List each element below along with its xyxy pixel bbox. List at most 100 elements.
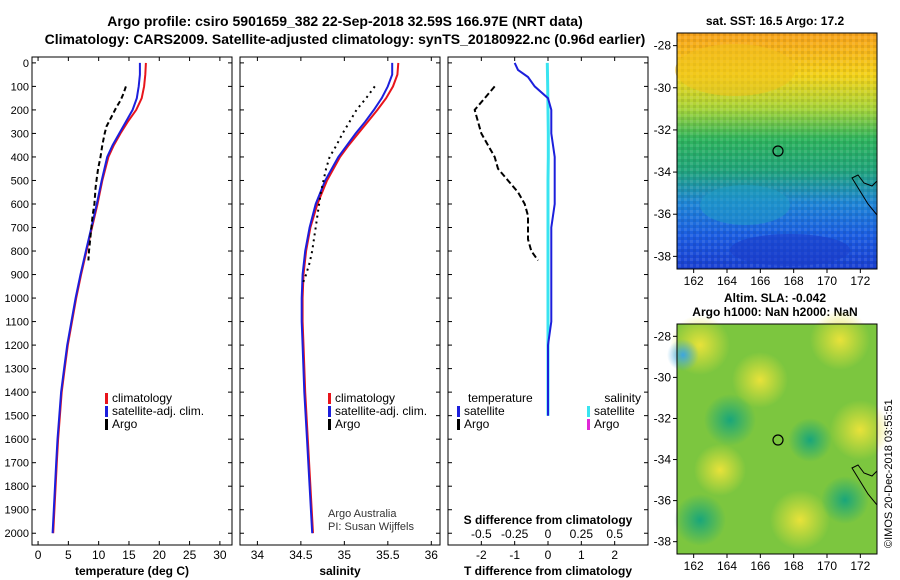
legend-label: Argo	[335, 417, 361, 431]
map-y-tick-label: -34	[654, 453, 672, 467]
secondary-tick-label: 0	[545, 527, 552, 541]
x-tick-label: 0	[545, 548, 552, 562]
map-x-tick-label: 162	[684, 559, 704, 573]
annotation-line2: PI: Susan Wijffels	[328, 521, 414, 533]
figure-title-line1: Argo profile: csiro 5901659_382 22-Sep-2…	[107, 13, 582, 29]
map-x-tick-label: 166	[750, 559, 770, 573]
x-tick-label: 20	[153, 548, 167, 562]
map-y-tick-label: -30	[654, 81, 672, 95]
t-argo-line	[473, 85, 539, 261]
x-tick-label: 15	[122, 548, 136, 562]
legend-label: satellite	[594, 404, 635, 418]
sst-map-frame	[676, 32, 878, 270]
sla-map-frame	[676, 323, 878, 555]
legend-label: Argo	[464, 417, 490, 431]
plot-frame	[239, 56, 441, 546]
plot-frame	[31, 56, 233, 546]
y-tick-label: 1600	[5, 434, 29, 446]
sla-cool-blob	[821, 476, 869, 524]
legend-swatch	[105, 406, 108, 417]
y-tick-label: 1500	[5, 411, 29, 423]
sst-cool-patch	[700, 185, 790, 225]
sla-warm-blob	[830, 400, 890, 460]
y-tick-label: 1100	[5, 317, 29, 329]
y-tick-label: 0	[23, 58, 29, 70]
secondary-tick-label: -0.5	[471, 527, 492, 541]
t-satellite-line	[513, 62, 556, 416]
y-tick-label: 700	[11, 223, 29, 235]
map-y-tick-label: -38	[654, 249, 672, 263]
salinity-panel: 34 34.5 35 35.5 36 salinity climatologysatelli…	[239, 56, 441, 578]
satellite-clim-line	[300, 62, 394, 534]
y-tick-label: 1900	[5, 505, 29, 517]
secondary-axis-label: S difference from climatology	[464, 513, 633, 527]
imos-credit: ©IMOS 20-Dec-2018 03:55:51	[883, 399, 895, 548]
x-tick-label: 34	[251, 548, 265, 562]
map-y-tick-label: -32	[654, 123, 672, 137]
secondary-tick-label: 0.25	[570, 527, 594, 541]
sst-map: sat. SST: 16.5 Argo: 17.2 162 164 166 168 17…	[654, 14, 878, 288]
legend-swatch	[587, 406, 590, 417]
difference-panel: -2 -1 0 1 2 T difference from climatology temp…	[447, 56, 649, 578]
argo-profile-line	[87, 86, 127, 261]
map-y-tick-label: -36	[654, 494, 672, 508]
x-tick-label: 34.5	[289, 548, 313, 562]
legend-swatch	[587, 419, 590, 430]
sla-map: Altim. SLA: -0.042 Argo h1000: NaN h2000…	[654, 291, 890, 573]
map-x-tick-label: 168	[784, 274, 804, 288]
x-tick-label: 2	[611, 548, 618, 562]
map-x-tick-label: 172	[850, 559, 870, 573]
x-tick-label: 35	[338, 548, 352, 562]
legend-title-temperature: temperature	[468, 391, 533, 405]
map-y-tick-label: -28	[654, 39, 672, 53]
sla-cool-blob	[788, 418, 832, 462]
y-tick-label: 1300	[5, 364, 29, 376]
sla-warm-blob	[694, 444, 746, 496]
legend-swatch	[105, 393, 108, 404]
x-tick-label: 25	[183, 548, 197, 562]
secondary-tick-label: 0.5	[606, 527, 623, 541]
x-tick-label: 10	[92, 548, 106, 562]
sst-warm-patch	[675, 44, 795, 96]
y-tick-label: 2000	[5, 528, 29, 540]
argo-profile-line	[301, 85, 376, 285]
map-x-tick-label: 170	[817, 559, 837, 573]
map-x-tick-label: 170	[817, 274, 837, 288]
sla-warm-blob	[732, 352, 788, 408]
sla-cool-blob	[704, 394, 756, 446]
x-tick-label: -1	[509, 548, 520, 562]
legend-label: satellite-adj. clim.	[335, 404, 427, 418]
annotation-line1: Argo Australia	[328, 508, 397, 520]
x-axis-label: temperature (deg C)	[75, 564, 189, 578]
map-x-tick-label: 172	[850, 274, 870, 288]
x-tick-label: -2	[476, 548, 487, 562]
x-tick-label: 1	[578, 548, 585, 562]
legend-swatch	[328, 406, 331, 417]
legend-title-salinity: salinity	[604, 391, 641, 405]
x-tick-label: 5	[65, 548, 72, 562]
x-tick-label: 30	[213, 548, 227, 562]
map-y-tick-label: -38	[654, 535, 672, 549]
y-tick-label: 1800	[5, 481, 29, 493]
map-y-tick-label: -32	[654, 411, 672, 425]
sla-map-title: Altim. SLA: -0.042	[724, 291, 826, 305]
y-tick-label: 1000	[5, 293, 29, 305]
y-tick-label: 100	[11, 81, 29, 93]
sst-deep-patch	[730, 234, 850, 266]
x-axis-label: salinity	[319, 564, 361, 578]
secondary-tick-label: -0.25	[501, 527, 529, 541]
temperature-panel: 0100200300400500600700800900100011001200…	[5, 56, 233, 578]
map-y-tick-label: -28	[654, 329, 672, 343]
map-x-tick-label: 166	[750, 274, 770, 288]
y-tick-label: 800	[11, 246, 29, 258]
y-tick-label: 200	[11, 105, 29, 117]
sla-map-subtitle: Argo h1000: NaN h2000: NaN	[692, 305, 857, 319]
sst-map-title: sat. SST: 16.5 Argo: 17.2	[706, 14, 845, 28]
x-axis-label: T difference from climatology	[464, 564, 632, 578]
sst-argo-marker	[772, 145, 784, 157]
legend-label: satellite	[464, 404, 505, 418]
legend-label: satellite-adj. clim.	[112, 404, 204, 418]
map-x-tick-label: 164	[717, 274, 737, 288]
map-x-tick-label: 162	[684, 274, 704, 288]
legend-swatch	[328, 393, 331, 404]
